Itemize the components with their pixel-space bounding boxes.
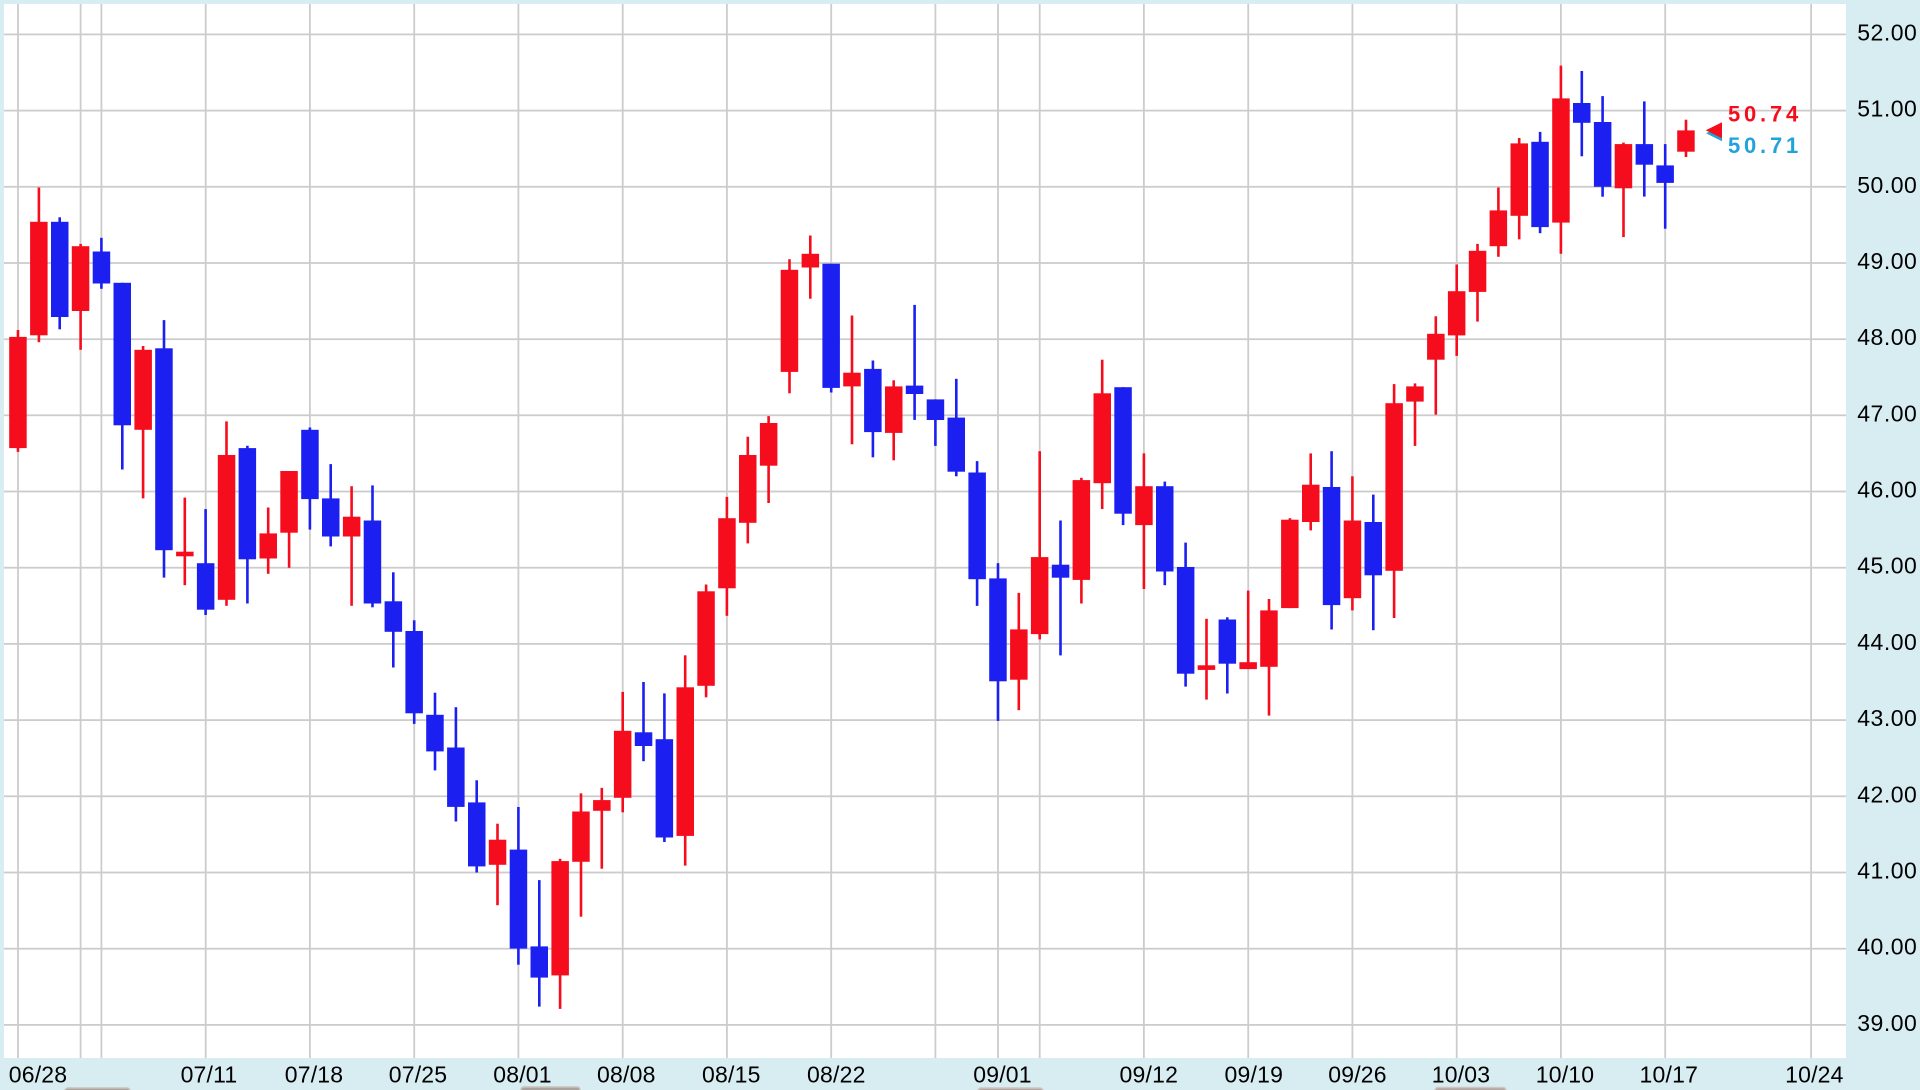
svg-text:50.74: 50.74 <box>1728 102 1802 127</box>
svg-text:50.00: 50.00 <box>1857 172 1917 198</box>
svg-text:07/25: 07/25 <box>389 1062 448 1088</box>
svg-text:46.00: 46.00 <box>1857 477 1917 503</box>
svg-text:44.00: 44.00 <box>1857 629 1917 655</box>
svg-text:08/22: 08/22 <box>807 1062 866 1088</box>
svg-text:51.00: 51.00 <box>1857 96 1917 122</box>
svg-text:40.00: 40.00 <box>1857 934 1917 960</box>
svg-text:10/10: 10/10 <box>1536 1062 1595 1088</box>
svg-text:07/11: 07/11 <box>181 1062 238 1088</box>
svg-text:10/17: 10/17 <box>1640 1062 1699 1088</box>
svg-text:41.00: 41.00 <box>1857 858 1917 884</box>
svg-text:08/08: 08/08 <box>597 1062 656 1088</box>
svg-text:09/26: 09/26 <box>1328 1062 1387 1088</box>
svg-text:49.00: 49.00 <box>1857 248 1917 274</box>
svg-text:08/15: 08/15 <box>702 1062 761 1088</box>
svg-text:10/24: 10/24 <box>1785 1062 1844 1088</box>
svg-text:48.00: 48.00 <box>1857 324 1917 350</box>
svg-text:45.00: 45.00 <box>1857 553 1917 579</box>
svg-text:42.00: 42.00 <box>1857 781 1917 807</box>
svg-text:09/12: 09/12 <box>1120 1062 1179 1088</box>
svg-text:09/01: 09/01 <box>973 1062 1032 1088</box>
svg-text:39.00: 39.00 <box>1857 1010 1917 1036</box>
svg-text:09/19: 09/19 <box>1225 1062 1284 1088</box>
svg-text:08/01: 08/01 <box>493 1062 552 1088</box>
svg-text:06/28: 06/28 <box>9 1062 68 1088</box>
svg-text:50.71: 50.71 <box>1728 133 1802 158</box>
svg-text:43.00: 43.00 <box>1857 705 1917 731</box>
svg-text:10/03: 10/03 <box>1432 1062 1491 1088</box>
svg-text:52.00: 52.00 <box>1857 19 1917 45</box>
svg-text:47.00: 47.00 <box>1857 400 1917 426</box>
svg-text:07/18: 07/18 <box>285 1062 344 1088</box>
